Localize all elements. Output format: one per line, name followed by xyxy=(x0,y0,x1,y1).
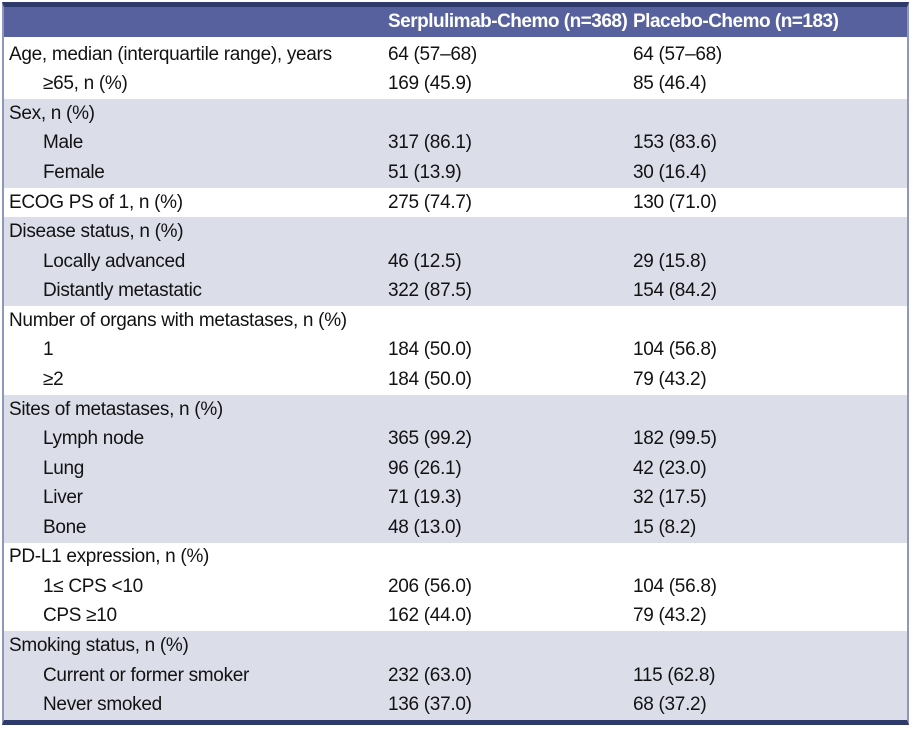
serplulimab-value: 48 (13.0) xyxy=(388,516,462,538)
table-row: Liver 71 (19.3) 32 (17.5) xyxy=(4,483,907,513)
row-label: Bone xyxy=(43,516,87,538)
serplulimab-value: 71 (19.3) xyxy=(388,487,462,509)
table-row: CPS ≥10 162 (44.0) 79 (43.2) xyxy=(4,601,907,632)
table-header-row: Serplulimab-Chemo (n=368) Placebo-Chemo … xyxy=(4,7,907,37)
row-label: Female xyxy=(43,162,105,184)
serplulimab-value: 365 (99.2) xyxy=(388,428,472,450)
placebo-value: 32 (17.5) xyxy=(633,487,707,509)
placebo-value: 68 (37.2) xyxy=(633,694,707,716)
table-row: Number of organs with metastases, n (%) xyxy=(4,306,907,336)
placebo-value: 79 (43.2) xyxy=(633,605,707,627)
table-row: Current or former smoker 232 (63.0) 115 … xyxy=(4,660,907,691)
serplulimab-value: 275 (74.7) xyxy=(388,191,472,213)
table-row: PD-L1 expression, n (%) xyxy=(4,542,907,573)
serplulimab-value: 96 (26.1) xyxy=(388,457,462,479)
serplulimab-value: 136 (37.0) xyxy=(388,694,472,716)
row-label: Smoking status, n (%) xyxy=(9,635,189,657)
row-label: Liver xyxy=(43,487,83,509)
table-row: Lung 96 (26.1) 42 (23.0) xyxy=(4,453,907,484)
placebo-value: 104 (56.8) xyxy=(633,339,717,361)
row-label: CPS ≥10 xyxy=(43,605,117,627)
placebo-value: 64 (57–68) xyxy=(633,43,722,65)
serplulimab-value: 64 (57–68) xyxy=(388,43,477,65)
row-label: 1 xyxy=(43,339,54,361)
row-label: Distantly metastatic xyxy=(43,280,202,302)
serplulimab-value: 206 (56.0) xyxy=(388,575,472,597)
table-row: Never smoked 136 (37.0) 68 (37.2) xyxy=(4,690,907,720)
table-row: Smoking status, n (%) xyxy=(4,631,907,661)
row-label: Male xyxy=(43,132,83,154)
placebo-value: 154 (84.2) xyxy=(633,280,717,302)
row-label: ≥65, n (%) xyxy=(43,73,128,95)
row-label: ≥2 xyxy=(43,368,64,390)
row-label: Sex, n (%) xyxy=(9,102,95,124)
row-label: Age, median (interquartile range), years xyxy=(9,43,332,65)
baseline-characteristics-table: Serplulimab-Chemo (n=368) Placebo-Chemo … xyxy=(2,2,909,725)
placebo-value: 130 (71.0) xyxy=(633,191,717,213)
placebo-value: 153 (83.6) xyxy=(633,132,717,154)
serplulimab-value: 184 (50.0) xyxy=(388,368,472,390)
table-row: Lymph node 365 (99.2) 182 (99.5) xyxy=(4,424,907,454)
table-row: ≥65, n (%) 169 (45.9) 85 (46.4) xyxy=(4,69,907,100)
table-row: 1 184 (50.0) 104 (56.8) xyxy=(4,335,907,366)
table-row: 1≤ CPS <10 206 (56.0) 104 (56.8) xyxy=(4,572,907,602)
row-label: 1≤ CPS <10 xyxy=(43,575,143,597)
placebo-value: 104 (56.8) xyxy=(633,575,717,597)
table-row: ≥2 184 (50.0) 79 (43.2) xyxy=(4,365,907,395)
table-row: Locally advanced 46 (12.5) 29 (15.8) xyxy=(4,246,907,277)
header-serplulimab-chemo: Serplulimab-Chemo (n=368) xyxy=(388,11,628,32)
table-row: Bone 48 (13.0) 15 (8.2) xyxy=(4,513,907,543)
row-label: Number of organs with metastases, n (%) xyxy=(9,309,347,331)
table-row: Age, median (interquartile range), years… xyxy=(4,40,907,70)
placebo-value: 15 (8.2) xyxy=(633,516,697,538)
table-row: Female 51 (13.9) 30 (16.4) xyxy=(4,158,907,188)
placebo-value: 29 (15.8) xyxy=(633,250,707,272)
table-row: Male 317 (86.1) 153 (83.6) xyxy=(4,128,907,159)
placebo-value: 42 (23.0) xyxy=(633,457,707,479)
placebo-value: 30 (16.4) xyxy=(633,162,707,184)
serplulimab-value: 46 (12.5) xyxy=(388,250,462,272)
serplulimab-value: 322 (87.5) xyxy=(388,280,472,302)
table-row: ECOG PS of 1, n (%) 275 (74.7) 130 (71.0… xyxy=(4,187,907,218)
row-label: Never smoked xyxy=(43,694,162,716)
placebo-value: 79 (43.2) xyxy=(633,368,707,390)
placebo-value: 115 (62.8) xyxy=(633,664,716,686)
table-row: Disease status, n (%) xyxy=(4,217,907,247)
row-label: Disease status, n (%) xyxy=(9,221,184,243)
placebo-value: 85 (46.4) xyxy=(633,73,707,95)
serplulimab-value: 169 (45.9) xyxy=(388,73,472,95)
row-label: Locally advanced xyxy=(43,250,186,272)
row-label: Lymph node xyxy=(43,428,144,450)
row-label: Current or former smoker xyxy=(43,664,250,686)
table-body: Age, median (interquartile range), years… xyxy=(4,40,907,720)
table-row: Distantly metastatic 322 (87.5) 154 (84.… xyxy=(4,276,907,307)
header-placebo-chemo: Placebo-Chemo (n=183) xyxy=(633,11,839,32)
table-row: Sites of metastases, n (%) xyxy=(4,394,907,425)
row-label: PD-L1 expression, n (%) xyxy=(9,546,210,568)
table-row: Sex, n (%) xyxy=(4,99,907,129)
placebo-value: 182 (99.5) xyxy=(633,428,717,450)
row-label: ECOG PS of 1, n (%) xyxy=(9,191,183,213)
serplulimab-value: 232 (63.0) xyxy=(388,664,472,686)
row-label: Sites of metastases, n (%) xyxy=(9,398,223,420)
serplulimab-value: 317 (86.1) xyxy=(388,132,472,154)
row-label: Lung xyxy=(43,457,85,479)
serplulimab-value: 184 (50.0) xyxy=(388,339,472,361)
serplulimab-value: 162 (44.0) xyxy=(388,605,472,627)
serplulimab-value: 51 (13.9) xyxy=(388,162,462,184)
header-separator xyxy=(4,37,907,40)
